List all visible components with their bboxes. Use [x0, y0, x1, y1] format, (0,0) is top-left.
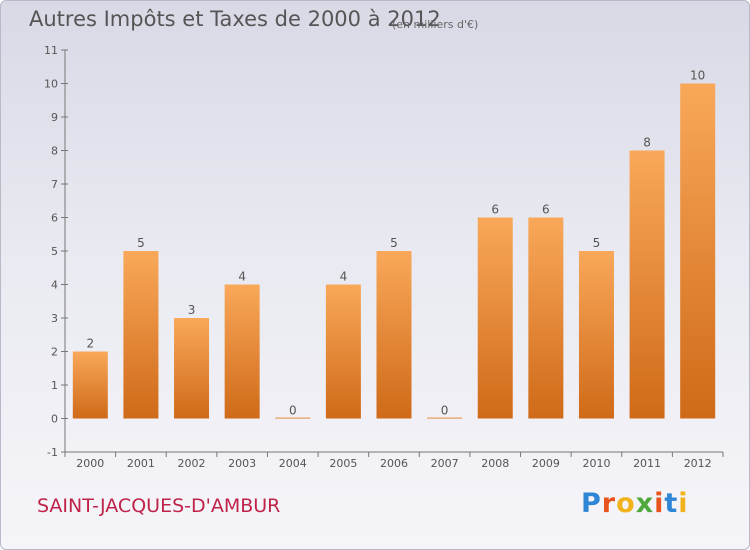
x-tick-label: 2012: [684, 457, 712, 470]
y-tick-label: 6: [51, 212, 58, 225]
x-tick-label: 2008: [481, 457, 509, 470]
data-label: 8: [643, 136, 651, 150]
y-tick-label: 2: [51, 346, 58, 359]
y-tick-label: 9: [51, 111, 58, 124]
data-label: 2: [86, 337, 94, 351]
bar: [376, 251, 412, 419]
x-tick-label: 2006: [380, 457, 408, 470]
bar: [275, 417, 311, 419]
data-label: 0: [289, 404, 297, 418]
data-label: 0: [441, 404, 449, 418]
y-tick-label: 10: [44, 78, 58, 91]
x-tick-label: 2000: [76, 457, 104, 470]
data-label: 4: [340, 270, 348, 284]
data-label: 5: [593, 236, 601, 250]
bar: [224, 284, 260, 419]
data-label: 5: [390, 236, 398, 250]
bar: [578, 251, 614, 419]
y-tick-label: 4: [51, 279, 58, 292]
y-tick-label: 7: [51, 178, 58, 191]
y-tick-label: 1: [51, 379, 58, 392]
proxiti-logo[interactable]: Proxiti: [581, 488, 689, 519]
bar: [72, 351, 108, 419]
y-tick-label: 5: [51, 245, 58, 258]
x-tick-label: 2007: [431, 457, 459, 470]
bar: [123, 251, 159, 419]
x-tick-label: 2004: [279, 457, 307, 470]
y-tick-label: 0: [51, 413, 58, 426]
x-tick-label: 2010: [582, 457, 610, 470]
town-name: SAINT-JACQUES-D'AMBUR: [37, 495, 281, 517]
bar: [325, 284, 361, 419]
bar: [680, 83, 716, 419]
x-tick-label: 2001: [127, 457, 155, 470]
data-label: 6: [491, 203, 499, 217]
data-label: 10: [690, 69, 705, 83]
data-label: 5: [137, 236, 145, 250]
y-tick-label: 3: [51, 312, 58, 325]
x-tick-label: 2011: [633, 457, 661, 470]
bar: [477, 217, 513, 419]
bar: [629, 150, 665, 419]
data-label: 3: [188, 303, 196, 317]
data-label: 4: [238, 270, 246, 284]
chart-title: Autres Impôts et Taxes de 2000 à 2012: [29, 7, 441, 31]
x-tick-label: 2009: [532, 457, 560, 470]
y-tick-label: -1: [47, 446, 58, 459]
chart-subtitle: (en milliers d'€): [392, 18, 479, 31]
bar: [174, 318, 210, 419]
x-tick-label: 2003: [228, 457, 256, 470]
x-tick-label: 2002: [178, 457, 206, 470]
bar: [528, 217, 564, 419]
data-label: 6: [542, 203, 550, 217]
y-tick-label: 11: [44, 44, 58, 57]
bar: [427, 417, 463, 419]
x-tick-label: 2005: [329, 457, 357, 470]
y-tick-label: 8: [51, 145, 58, 158]
